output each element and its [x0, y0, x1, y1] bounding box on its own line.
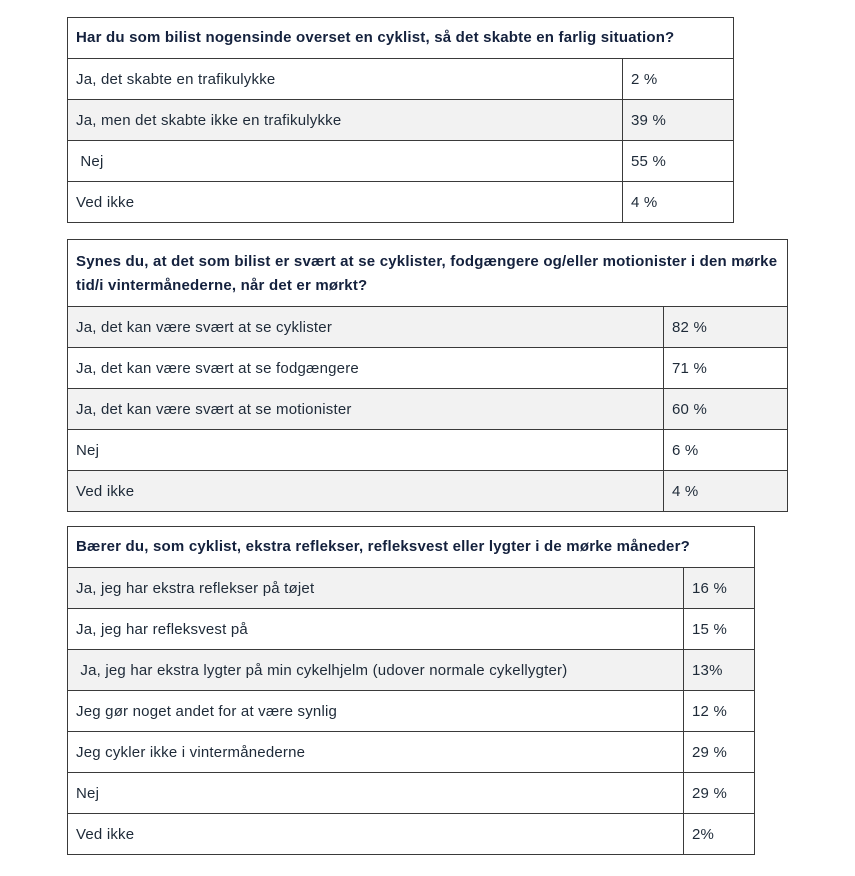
table-row: Ja, jeg har ekstra reflekser på tøjet 16…	[67, 567, 755, 609]
answer-label: Nej	[67, 772, 684, 814]
answer-label: Ja, det kan være svært at se motionister	[67, 388, 664, 430]
answer-value: 16 %	[683, 567, 755, 609]
answer-label: Ved ikke	[67, 181, 623, 223]
answer-value: 29 %	[683, 731, 755, 773]
answer-value: 6 %	[662, 429, 789, 471]
answer-label: Ja, jeg har refleksvest på	[67, 608, 684, 650]
question-heading: Har du som bilist nogensinde overset en …	[66, 17, 735, 59]
table-row: Nej 6 %	[67, 429, 789, 471]
table-row: Ved ikke 2%	[67, 813, 755, 855]
table-row: Ja, jeg har ekstra lygter på min cykelhj…	[67, 649, 755, 691]
answer-label: Jeg cykler ikke i vintermånederne	[67, 731, 684, 773]
answer-label: Nej	[67, 429, 664, 471]
answer-label: Ja, det kan være svært at se cyklister	[67, 306, 664, 348]
answer-value: 12 %	[683, 690, 755, 732]
table-row: Ja, det kan være svært at se cyklister 8…	[67, 306, 789, 348]
survey-table-3: Bærer du, som cyklist, ekstra reflekser,…	[67, 526, 755, 855]
question-heading: Bærer du, som cyklist, ekstra reflekser,…	[67, 526, 755, 568]
answer-label: Ja, det skabte en trafikulykke	[67, 58, 623, 100]
table-row: Jeg cykler ikke i vintermånederne 29 %	[67, 731, 755, 773]
answer-value: 4 %	[662, 470, 789, 512]
table-row: Nej 29 %	[67, 772, 755, 814]
answer-label: Ved ikke	[67, 813, 684, 855]
answer-value: 55 %	[621, 140, 735, 182]
answer-label: Ved ikke	[67, 470, 664, 512]
answer-label: Ja, jeg har ekstra lygter på min cykelhj…	[67, 649, 684, 691]
table-row: Ja, det skabte en trafikulykke 2 %	[67, 58, 735, 100]
table-row: Ja, men det skabte ikke en trafikulykke …	[67, 99, 735, 141]
table-row: Nej 55 %	[67, 140, 735, 182]
survey-table-1: Har du som bilist nogensinde overset en …	[66, 17, 735, 223]
answer-value: 29 %	[683, 772, 755, 814]
answer-value: 15 %	[683, 608, 755, 650]
answer-label: Ja, det kan være svært at se fodgængere	[67, 347, 664, 389]
question-heading: Synes du, at det som bilist er svært at …	[66, 239, 789, 307]
answer-label: Ja, jeg har ekstra reflekser på tøjet	[67, 567, 684, 609]
answer-value: 71 %	[662, 347, 789, 389]
answer-label: Jeg gør noget andet for at være synlig	[67, 690, 684, 732]
table-row: Ved ikke 4 %	[67, 181, 735, 223]
table-row: Jeg gør noget andet for at være synlig 1…	[67, 690, 755, 732]
table-row: Ved ikke 4 %	[67, 470, 789, 512]
answer-label: Ja, men det skabte ikke en trafikulykke	[67, 99, 623, 141]
answer-value: 82 %	[662, 306, 789, 348]
table-row: Ja, det kan være svært at se fodgængere …	[67, 347, 789, 389]
answer-value: 39 %	[621, 99, 735, 141]
answer-value: 13%	[683, 649, 755, 691]
answer-value: 4 %	[621, 181, 735, 223]
answer-value: 2%	[683, 813, 755, 855]
answer-label: Nej	[67, 140, 623, 182]
answer-value: 2 %	[621, 58, 735, 100]
survey-table-2: Synes du, at det som bilist er svært at …	[66, 239, 789, 512]
answer-value: 60 %	[662, 388, 789, 430]
table-row: Ja, det kan være svært at se motionister…	[67, 388, 789, 430]
table-row: Ja, jeg har refleksvest på 15 %	[67, 608, 755, 650]
